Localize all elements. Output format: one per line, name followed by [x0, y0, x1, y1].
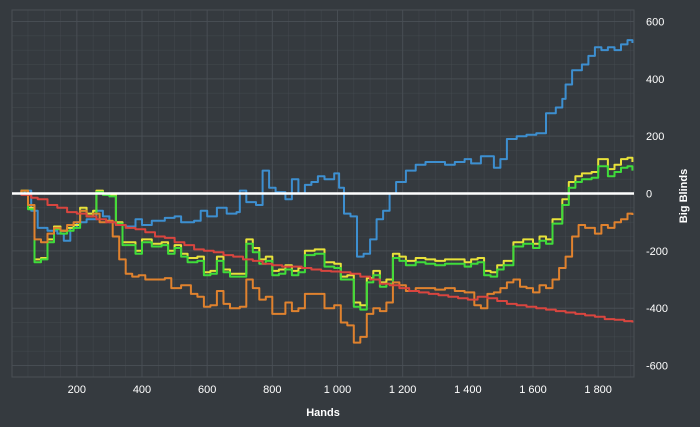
y-tick-label: -400 [646, 303, 668, 315]
x-axis-ticks: 200 400 600 800 1 000 1 200 1 400 1 600 1 800 [68, 384, 612, 396]
x-tick-label: 1 600 [519, 384, 547, 396]
x-tick-label: 1 000 [324, 384, 352, 396]
x-tick-label: 1 800 [584, 384, 612, 396]
series-line-red [12, 192, 634, 323]
y-tick-label: -200 [646, 246, 668, 258]
x-tick-label: 800 [263, 384, 281, 396]
series-group [12, 39, 634, 344]
y-axis-ticks: 600 400 200 0 -200 -400 -600 [646, 16, 668, 372]
series-line-blue [12, 39, 634, 258]
x-tick-label: 600 [198, 384, 216, 396]
x-tick-label: 200 [68, 384, 86, 396]
y-tick-label: 0 [646, 189, 652, 201]
x-tick-label: 1 400 [454, 384, 482, 396]
x-axis-title: Hands [306, 407, 340, 419]
y-tick-label: 400 [646, 74, 664, 86]
y-tick-label: -600 [646, 361, 668, 373]
series-line-green [12, 165, 634, 311]
y-tick-label: 200 [646, 131, 664, 143]
x-tick-label: 400 [133, 384, 151, 396]
y-tick-label: 600 [646, 16, 664, 28]
y-axis-title: Big Blinds [678, 169, 690, 223]
x-tick-label: 1 200 [389, 384, 417, 396]
series-line-orange [12, 189, 634, 344]
series-line-yellow [12, 156, 634, 307]
